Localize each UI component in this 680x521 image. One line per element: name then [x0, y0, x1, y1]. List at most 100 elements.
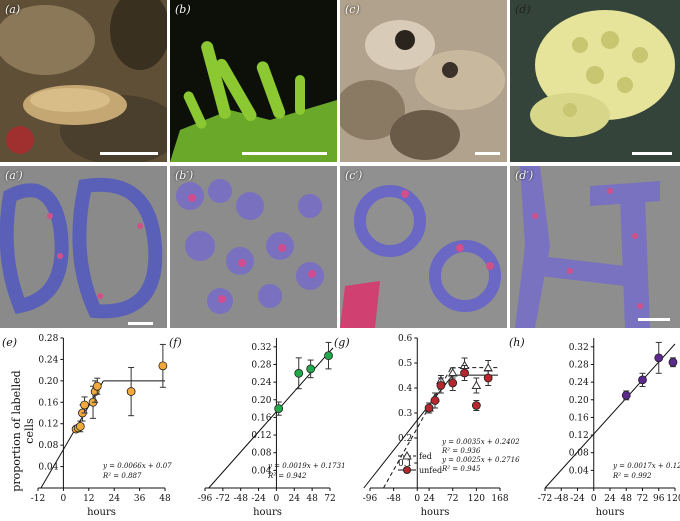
fit-equation: R² = 0.936	[441, 447, 481, 455]
data-point	[80, 400, 89, 410]
chart-2: -96 -48 0 24 72 120 168 0.1 0.2 0.3 0.4 0.5 0.6 hours…	[334, 334, 520, 518]
micro-c-image	[340, 166, 507, 328]
y-tick-label: 0.16	[569, 413, 589, 423]
data-point	[294, 368, 304, 378]
photo-d-label: (d)	[515, 3, 531, 16]
x-tick-label: -96	[198, 494, 213, 504]
photo-d: (d)	[510, 0, 680, 162]
y-tick-label: 0.1	[398, 459, 412, 469]
panel-label: (g)	[334, 336, 350, 349]
micro-b-image	[170, 166, 337, 328]
fit-equation: R² = 0.887	[102, 472, 142, 480]
data-point	[424, 403, 434, 413]
scale-bar	[242, 152, 327, 155]
photo-a: (a)	[0, 0, 167, 162]
scale-bar	[632, 152, 672, 155]
x-tick-label: -24	[570, 494, 585, 504]
photo-c-image	[340, 0, 507, 162]
y-tick-label: 0.24	[251, 378, 271, 388]
y-tick-label: 0.04	[251, 466, 271, 476]
y-axis-title: proportion of labelled cells	[10, 370, 36, 492]
fit-equation: R² = 0.945	[441, 465, 481, 473]
fit-line	[363, 374, 454, 489]
data-point	[483, 362, 494, 372]
data-point	[92, 381, 102, 391]
x-tick-label: -96	[363, 494, 378, 504]
legend-label: fed	[419, 452, 432, 461]
y-tick-label: 0.16	[251, 413, 271, 423]
data-point	[638, 375, 647, 385]
photo-b-label: (b)	[175, 3, 191, 16]
legend-label: unfed	[419, 466, 442, 475]
x-tick-label: 0	[591, 494, 597, 504]
micro-a: (a′)	[0, 166, 167, 328]
x-tick-label: 36	[134, 494, 146, 504]
micro-c-label: (c′)	[345, 169, 363, 182]
x-tick-label: 12	[83, 494, 94, 504]
x-axis-label: hours	[421, 507, 450, 518]
y-tick-label: 0.24	[38, 355, 58, 365]
data-point	[126, 387, 136, 396]
x-tick-label: 120	[666, 494, 680, 504]
y-tick-label: 0.04	[569, 466, 589, 476]
scale-bar	[128, 322, 153, 325]
x-axis-label: hours	[253, 507, 282, 518]
photo-a-label: (a)	[5, 3, 21, 16]
y-tick-label: 0.4	[398, 384, 413, 394]
scale-bar	[475, 152, 500, 155]
y-tick-label: 0.28	[251, 360, 271, 370]
x-tick-label: 0	[61, 494, 67, 504]
y-tick-label: 0.5	[398, 359, 413, 369]
x-tick-label: 48	[159, 494, 171, 504]
micro-d-label: (d′)	[515, 169, 534, 182]
data-point	[448, 378, 458, 388]
panel-label: (f)	[169, 336, 182, 349]
y-tick-label: 0.04	[38, 463, 58, 473]
scale-bar	[100, 152, 158, 155]
micro-b-label: (b′)	[175, 169, 194, 182]
fit-line	[544, 343, 676, 489]
scale-bar	[638, 318, 670, 321]
x-tick-label: -48	[386, 494, 401, 504]
data-point	[483, 373, 493, 383]
fit-equation: R² = 0.992	[612, 472, 652, 480]
photo-d-image	[510, 0, 680, 162]
data-point	[471, 380, 482, 389]
x-tick-label: 72	[324, 494, 335, 504]
micro-d-image	[510, 166, 680, 328]
y-tick-label: 0.20	[251, 396, 271, 406]
y-tick-label: 0.08	[251, 449, 271, 459]
x-tick-label: 24	[289, 494, 301, 504]
x-tick-label: -12	[31, 494, 46, 504]
x-tick-label: -48	[554, 494, 569, 504]
y-tick-label: 0.2	[398, 434, 412, 444]
x-tick-label: 120	[468, 494, 485, 504]
x-tick-label: 72	[637, 494, 648, 504]
x-tick-label: 24	[604, 494, 616, 504]
legend-marker	[402, 450, 412, 460]
data-point	[460, 368, 469, 378]
y-tick-label: 0.32	[251, 343, 271, 353]
x-tick-label: 96	[653, 494, 665, 504]
x-tick-label: -48	[233, 494, 248, 504]
fit-equation: y = 0.0035x + 0.2402	[441, 438, 520, 446]
y-tick-label: 0.20	[38, 377, 58, 387]
photo-a-image	[0, 0, 167, 162]
panel-label: (e)	[2, 336, 17, 349]
y-tick-label: 0.12	[569, 431, 589, 441]
data-point	[668, 357, 678, 367]
photo-c-label: (c)	[345, 3, 360, 16]
data-point	[324, 351, 333, 361]
y-tick-label: 0.08	[569, 449, 589, 459]
micro-a-image	[0, 166, 167, 328]
photo-c: (c)	[340, 0, 507, 162]
chart-1: -96 -72 -48 -24 0 24 48 72 0.04 0.08 0.12 0.16 0.20 0…	[169, 336, 346, 518]
fit-line	[40, 380, 104, 489]
data-point	[158, 361, 168, 371]
x-tick-label: 24	[423, 494, 435, 504]
data-point	[306, 364, 316, 374]
data-point	[75, 421, 85, 431]
legend-marker	[403, 466, 411, 474]
